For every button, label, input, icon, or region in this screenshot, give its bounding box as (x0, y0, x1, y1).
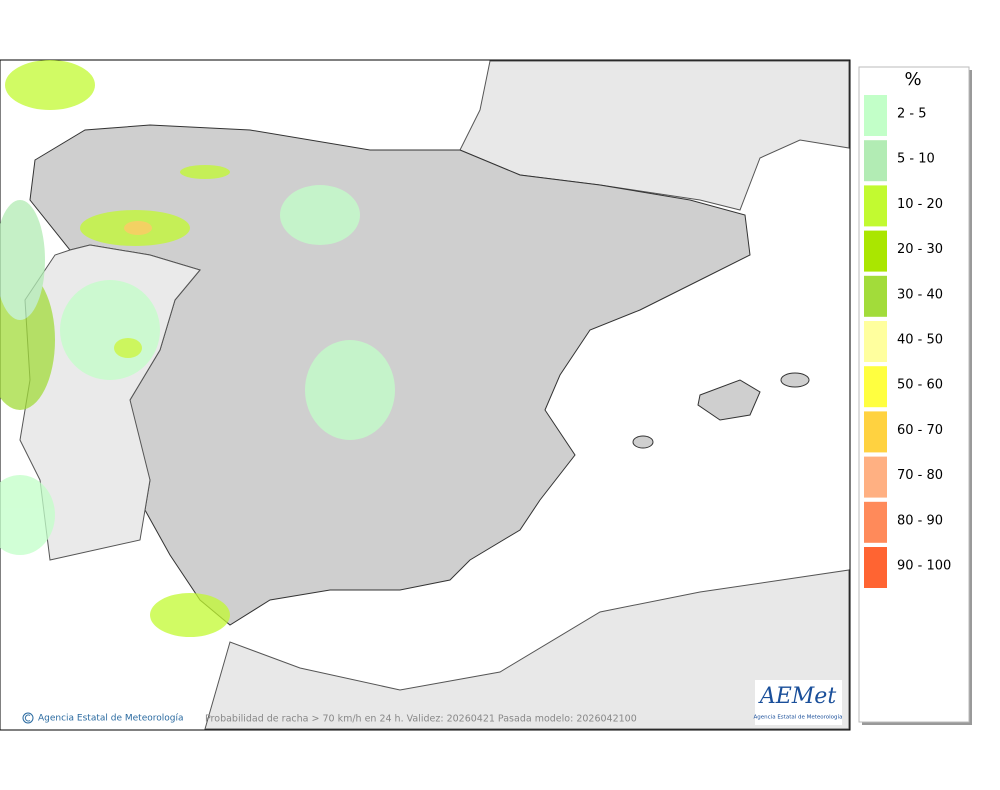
probability-areas (0, 60, 395, 637)
area (280, 185, 360, 245)
ibiza (632, 435, 654, 449)
legend-swatch (864, 230, 887, 272)
mallorca (697, 379, 761, 421)
legend-title: % (904, 69, 921, 90)
area (114, 338, 142, 358)
legend-label: 80 - 90 (897, 513, 943, 528)
legend-label: 40 - 50 (897, 333, 943, 348)
africa (204, 569, 850, 730)
logo: AEMet (758, 684, 836, 709)
area (0, 200, 45, 320)
legend-swatch (864, 140, 887, 182)
legend-label: 70 - 80 (897, 468, 943, 483)
legend-swatch (864, 456, 887, 498)
area (60, 280, 160, 380)
legend-label: 60 - 70 (897, 423, 943, 438)
copyright-icon (22, 712, 34, 724)
legend-label: 5 - 10 (897, 152, 935, 167)
legend-swatch (864, 321, 887, 362)
legend-swatch (864, 95, 887, 136)
legend-label: 30 - 40 (897, 287, 943, 302)
legend: % 2 - 5 5 - 10 10 - 20 20 - 30 30 - 40 40 - 5… (858, 66, 972, 725)
legend-swatch (864, 275, 887, 317)
france (459, 60, 850, 211)
menorca (780, 372, 810, 388)
logo-subtitle: Agencia Estatal de Meteorología (754, 714, 843, 721)
legend-label: 90 - 100 (897, 559, 951, 574)
legend-swatch (864, 547, 887, 588)
legend-label: 2 - 5 (897, 107, 927, 122)
copyright-icon (24, 714, 31, 722)
legend-label: 10 - 20 (897, 197, 943, 212)
caption: Probabilidad de racha > 70 km/h en 24 h.… (205, 714, 637, 725)
legend-swatch (864, 185, 887, 227)
logo-box (755, 680, 842, 725)
legend-swatch (864, 366, 887, 408)
legend-label: 50 - 60 (897, 378, 943, 393)
area (0, 475, 55, 555)
legend-label: 20 - 30 (897, 242, 943, 257)
map: Agencia Estatal de Meteorología Probabil… (0, 59, 851, 731)
area (124, 221, 152, 235)
area (180, 165, 230, 179)
legend-swatch (864, 411, 887, 453)
credit: Agencia Estatal de Meteorología (38, 714, 184, 724)
area (305, 340, 395, 440)
area (5, 60, 95, 110)
area (150, 593, 230, 637)
legend-swatch (864, 501, 887, 543)
